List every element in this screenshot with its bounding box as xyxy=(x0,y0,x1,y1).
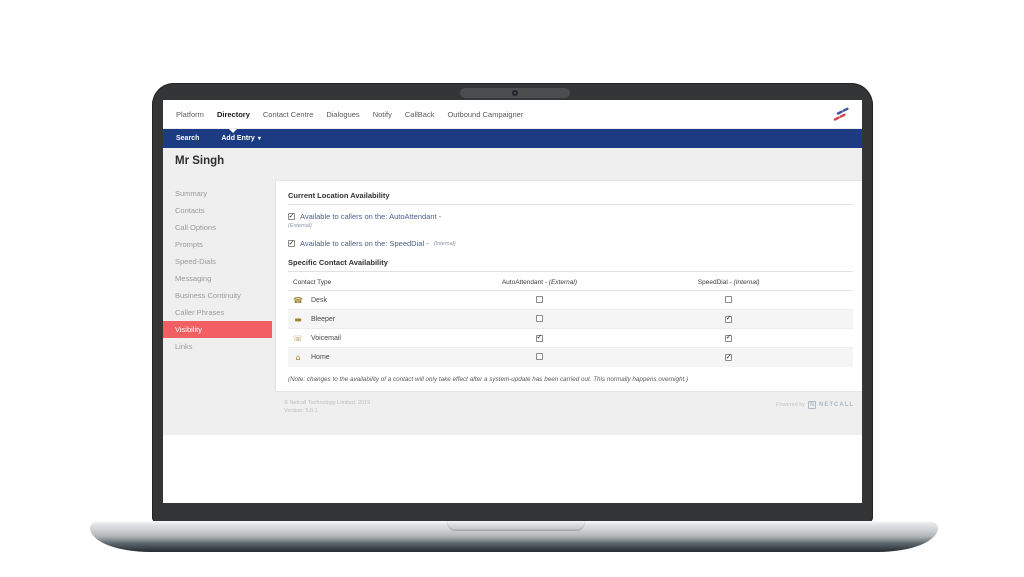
contact-type-cell: ☏ Voicemail xyxy=(288,328,475,348)
nav-item-callback[interactable]: CallBack xyxy=(404,109,435,119)
speeddial-checkbox[interactable] xyxy=(725,315,733,323)
nav-item-dialogues[interactable]: Dialogues xyxy=(326,109,360,119)
current-location-options: Available to callers on the: AutoAttenda… xyxy=(288,212,853,248)
netcall-logo-icon xyxy=(833,107,849,121)
netcall-mark-icon: N xyxy=(808,401,816,409)
availability-note: (Note: changes to the availability of a … xyxy=(288,375,689,383)
availability-checkbox[interactable] xyxy=(288,240,295,247)
contact-type-label: Voicemail xyxy=(311,334,341,342)
sidebar-item-summary[interactable]: Summary xyxy=(175,189,208,198)
availability-qualifier: (External) xyxy=(288,223,312,229)
contact-type-label: Home xyxy=(311,353,330,361)
nav-item-notify[interactable]: Notify xyxy=(372,109,392,119)
sidebar-item-business-continuity[interactable]: Business Continuity xyxy=(175,291,241,300)
column-header: AutoAttendant - (External) xyxy=(474,274,605,291)
speeddial-checkbox[interactable] xyxy=(725,354,733,361)
table-header-row: Contact Type AutoAttendant - (External) Sp… xyxy=(288,274,853,291)
nav-item-contact-centre[interactable]: Contact Centre xyxy=(262,109,314,119)
home-icon: ⌂ xyxy=(295,352,301,362)
sidebar-item-prompts[interactable]: Prompts xyxy=(175,240,203,249)
laptop-lid: Platform Directory Contact Centre Dialogues… xyxy=(152,83,873,523)
version-text: Version: 5.0.1 xyxy=(284,408,318,415)
autoattendant-checkbox[interactable] xyxy=(535,295,543,303)
sidebar-menu: Summary Contacts Call Options Prompts Speed-… xyxy=(163,185,272,355)
nav-item-platform[interactable]: Platform xyxy=(176,109,204,119)
nav-item-directory[interactable]: Directory xyxy=(216,109,250,119)
speeddial-checkbox[interactable] xyxy=(725,334,733,342)
sidebar-item-messaging[interactable]: Messaging xyxy=(175,274,212,283)
table-body: ☎ Desk ▬ Bleeper ☏ Voicemail ⌂ Home xyxy=(288,291,853,367)
sidebar-item-contacts[interactable]: Contacts xyxy=(175,206,205,215)
footer: © Netcall Technology Limited. 2019 Versi… xyxy=(284,399,370,416)
sidebar-item-visibility[interactable]: Visibility xyxy=(163,321,272,338)
laptop-screen: Platform Directory Contact Centre Dialogues… xyxy=(163,100,862,503)
sidebar-item-call-options[interactable]: Call Options xyxy=(175,223,216,232)
netcall-brand-text: NETCALL xyxy=(819,402,854,408)
active-tab-notch xyxy=(229,129,237,133)
contact-type-cell: ☎ Desk xyxy=(288,291,474,310)
voicemail-icon: ☏ xyxy=(293,333,304,343)
sidebar-item-speed-dials[interactable]: Speed-Dials xyxy=(175,257,216,266)
add-entry-menu-item[interactable]: Add Entry ▾ xyxy=(221,135,261,142)
contact-type-label: Desk xyxy=(311,296,327,304)
desk-phone-icon: ☎ xyxy=(293,295,303,305)
action-bar: Search Add Entry ▾ xyxy=(163,129,862,148)
sidebar-item-links[interactable]: Links xyxy=(175,342,193,351)
availability-option-label: Available to callers on the: AutoAttenda… xyxy=(300,212,442,221)
sidebar-item-caller-phrases[interactable]: Caller Phrases xyxy=(175,308,225,317)
autoattendant-checkbox[interactable] xyxy=(535,334,543,342)
autoattendant-checkbox[interactable] xyxy=(535,314,543,322)
table-row: ☎ Desk xyxy=(288,291,853,310)
current-location-heading: Current Location Availability xyxy=(288,191,853,205)
bleeper-icon: ▬ xyxy=(294,314,302,324)
contact-type-cell: ▬ Bleeper xyxy=(288,309,475,329)
availability-option-label: Available to callers on the: SpeedDial - xyxy=(300,239,429,248)
nav-item-outbound-campaigner[interactable]: Outbound Campaigner xyxy=(447,109,524,119)
webcam-icon xyxy=(512,90,518,96)
availability-checkbox[interactable] xyxy=(288,213,295,220)
chevron-down-icon: ▾ xyxy=(257,136,261,142)
column-header: Contact Type xyxy=(288,274,475,291)
specific-contact-heading: Specific Contact Availability xyxy=(288,258,853,272)
laptop-base xyxy=(90,521,938,552)
contact-type-cell: ⌂ Home xyxy=(288,347,475,367)
availability-option: Available to callers on the: AutoAttenda… xyxy=(288,212,853,229)
availability-option: Available to callers on the: SpeedDial -… xyxy=(288,239,853,248)
table-row: ☏ Voicemail xyxy=(288,328,853,348)
table-row: ▬ Bleeper xyxy=(288,309,853,329)
top-navigation: Platform Directory Contact Centre Dialogues… xyxy=(163,100,862,129)
content-card: Current Location Availability Available … xyxy=(275,180,862,392)
table-row: ⌂ Home xyxy=(288,347,853,367)
speeddial-checkbox[interactable] xyxy=(725,295,733,303)
search-menu-item[interactable]: Search xyxy=(176,135,200,142)
contact-type-label: Bleeper xyxy=(311,315,336,323)
camera-speaker-pill xyxy=(460,88,570,98)
copyright-text: © Netcall Technology Limited. 2019 xyxy=(284,400,371,406)
availability-qualifier: (Internal) xyxy=(433,240,456,247)
powered-by: Powered by N NETCALL xyxy=(776,401,854,409)
column-header: SpeedDial - (Internal) xyxy=(604,274,853,291)
page-title: Mr Singh xyxy=(175,155,225,167)
autoattendant-checkbox[interactable] xyxy=(535,352,543,360)
page-body: Mr Singh Summary Contacts Call Options Prom… xyxy=(163,148,862,435)
powered-by-label: Powered by xyxy=(775,402,805,408)
laptop-lip-notch xyxy=(447,521,585,531)
contact-availability-table: Contact Type AutoAttendant - (External) Sp… xyxy=(288,274,853,367)
